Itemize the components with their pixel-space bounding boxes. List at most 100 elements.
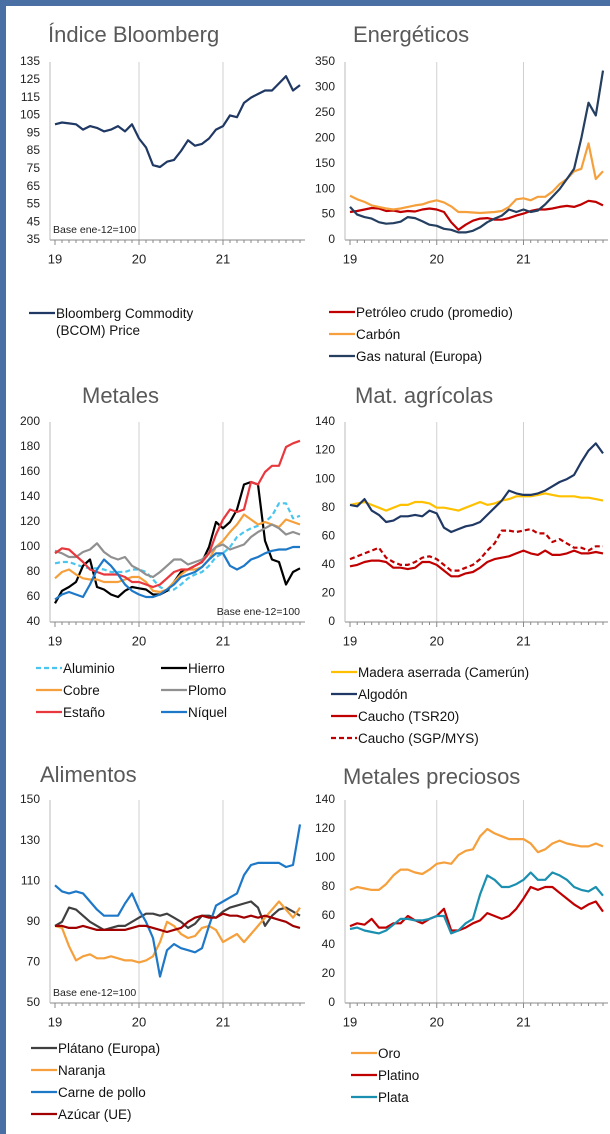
y-tick-label: 140 <box>20 489 40 503</box>
legend-item: Caucho (TSR20) <box>330 708 459 725</box>
legend-label: Gas natural (Europa) <box>356 349 483 364</box>
legend-label: Algodón <box>358 687 408 702</box>
legend-label: Azúcar (UE) <box>58 1107 132 1122</box>
y-tick-label: 180 <box>20 439 40 453</box>
y-tick-label: 60 <box>322 908 336 922</box>
y-tick-label: 350 <box>315 54 335 68</box>
x-tick-label: 20 <box>132 633 146 648</box>
legend-swatch <box>36 666 62 670</box>
x-tick-label: 21 <box>216 633 230 648</box>
y-tick-label: 100 <box>315 850 335 864</box>
frame-top <box>0 0 610 6</box>
legend-item: Azúcar (UE) <box>30 1106 132 1123</box>
y-tick-label: 0 <box>328 232 335 246</box>
chart-title: Energéticos <box>353 22 469 47</box>
x-tick-label: 20 <box>132 251 146 266</box>
legend-item: Petróleo crudo (promedio) <box>328 304 513 321</box>
legend-label: Plomo <box>188 683 227 698</box>
y-tick-label: 60 <box>27 589 41 603</box>
x-tick-label: 19 <box>343 251 357 266</box>
legend-swatch <box>351 1095 377 1099</box>
legend-item: Cobre <box>35 682 100 699</box>
y-tick-label: 85 <box>27 143 41 157</box>
series-line <box>54 513 301 594</box>
series-line <box>349 199 604 231</box>
x-tick-label: 19 <box>48 1014 62 1029</box>
legend-label: Madera aserrada (Camerún) <box>358 665 530 680</box>
legend-label: Caucho (SGP/MYS) <box>358 731 479 746</box>
y-tick-label: 80 <box>27 564 41 578</box>
legend-label: Bloomberg Commodity (BCOM) Price <box>56 306 194 338</box>
y-tick-label: 50 <box>27 995 41 1009</box>
y-tick-label: 40 <box>322 937 336 951</box>
chart-title: Alimentos <box>40 762 137 787</box>
y-tick-label: 90 <box>27 914 41 928</box>
legend-swatch <box>161 710 187 714</box>
legend-label: Carbón <box>356 327 401 342</box>
series-line <box>349 142 604 215</box>
legend-item: Plátano (Europa) <box>30 1040 160 1057</box>
series-line <box>54 545 300 601</box>
y-tick-label: 0 <box>328 995 335 1009</box>
legend-item: Algodón <box>330 686 408 703</box>
y-tick-label: 0 <box>328 614 335 628</box>
series-line <box>349 549 604 578</box>
x-tick-label: 21 <box>216 1014 230 1029</box>
legend-item: Caucho (SGP/MYS) <box>330 730 479 747</box>
y-tick-label: 125 <box>20 72 40 86</box>
legend-item: Hierro <box>160 660 225 677</box>
legend-swatch <box>31 1112 57 1116</box>
series-line <box>54 480 301 604</box>
legend-label: Estaño <box>63 705 106 720</box>
y-tick-label: 70 <box>27 955 41 969</box>
legend-label: Petróleo crudo (promedio) <box>356 305 513 320</box>
legend-swatch <box>31 1068 57 1072</box>
y-tick-label: 40 <box>322 557 336 571</box>
y-tick-label: 65 <box>27 179 41 193</box>
legend-swatch <box>161 666 187 670</box>
legend-label: Oro <box>378 1046 401 1061</box>
series-line <box>54 502 301 592</box>
legend-item: Estaño <box>35 704 105 721</box>
y-tick-label: 110 <box>21 873 40 887</box>
series-line <box>54 523 301 579</box>
y-tick-label: 55 <box>27 197 41 211</box>
legend-swatch <box>31 1090 57 1094</box>
series-line <box>54 900 301 931</box>
legend-label: Caucho (TSR20) <box>358 709 460 724</box>
legend-item: Aluminio <box>35 660 115 677</box>
series-line <box>349 442 604 534</box>
legend-item: Plomo <box>160 682 226 699</box>
annotation: Base ene-12=100 <box>53 987 136 999</box>
x-tick-label: 21 <box>216 251 230 266</box>
legend-item: Naranja <box>30 1062 105 1079</box>
legend-label: Carne de pollo <box>58 1085 146 1100</box>
y-tick-label: 20 <box>322 586 336 600</box>
legend-label: Naranja <box>58 1063 106 1078</box>
x-tick-label: 20 <box>430 1014 444 1029</box>
legend-item: Madera aserrada (Camerún) <box>330 664 529 681</box>
y-tick-label: 200 <box>315 130 335 144</box>
legend-swatch <box>31 1046 57 1050</box>
x-tick-label: 20 <box>132 1014 146 1029</box>
y-tick-label: 20 <box>322 966 336 980</box>
legend-label: Hierro <box>188 661 225 676</box>
legend-item: Oro <box>350 1045 401 1062</box>
legend-label: Plátano (Europa) <box>58 1041 161 1056</box>
chart-title: Metales preciosos <box>343 764 520 789</box>
chart-title: Índice Bloomberg <box>48 22 219 47</box>
series-line <box>349 827 604 891</box>
series-line <box>349 871 604 935</box>
annotation: Base ene-12=100 <box>53 224 136 236</box>
y-tick-label: 60 <box>322 528 336 542</box>
legend-swatch <box>331 714 357 718</box>
y-tick-label: 150 <box>315 156 335 170</box>
legend-swatch <box>329 310 355 314</box>
x-tick-label: 19 <box>343 1014 357 1029</box>
y-tick-label: 35 <box>27 232 41 246</box>
chart-title: Metales <box>82 383 159 408</box>
legend-label: Aluminio <box>63 661 115 676</box>
y-tick-label: 130 <box>20 833 40 847</box>
x-tick-label: 19 <box>48 633 62 648</box>
